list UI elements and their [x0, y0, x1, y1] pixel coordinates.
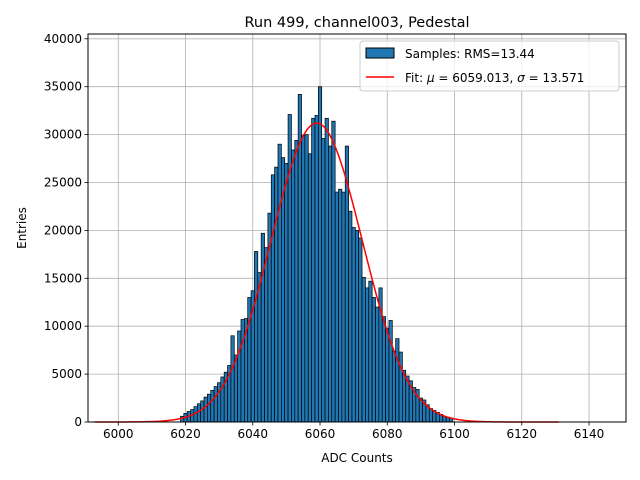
histogram-bar — [314, 115, 319, 423]
histogram-bar — [368, 280, 373, 423]
histogram-bar — [391, 350, 397, 423]
histogram-bar — [304, 134, 309, 423]
y-tick-label: 15000 — [44, 271, 82, 285]
histogram-bar — [274, 166, 279, 423]
fit-sigma-symbol: σ — [517, 71, 525, 85]
histogram-bar — [328, 145, 333, 423]
histogram-bar — [240, 319, 245, 423]
histogram-bar — [354, 230, 360, 423]
histogram-bar — [237, 330, 242, 423]
histogram-bar — [213, 386, 218, 423]
x-axis-label: ADC Counts — [321, 451, 393, 465]
histogram-bar — [230, 335, 235, 423]
y-tick-label: 35000 — [44, 80, 82, 94]
fit-label-prefix: Fit: — [405, 71, 427, 85]
fit-sigma-value: = 13.571 — [525, 71, 585, 85]
histogram-bar — [233, 354, 238, 423]
x-tick-label: 6100 — [439, 427, 470, 441]
histogram-bar — [311, 117, 316, 423]
legend: Samples: RMS=13.44 Fit: μ = 6059.013, σ … — [359, 40, 620, 92]
x-tick-label: 6000 — [103, 427, 134, 441]
histogram-bar — [385, 327, 390, 423]
histogram-bars — [180, 86, 454, 423]
y-tick-label: 30000 — [44, 128, 82, 142]
histogram-bar — [200, 400, 205, 423]
chart-title: Run 499, channel003, Pedestal — [244, 15, 469, 31]
histogram-bar — [203, 396, 208, 423]
histogram-bar — [270, 174, 275, 423]
legend-label-fit: Fit: μ = 6059.013, σ = 13.571 — [405, 71, 584, 85]
histogram-bar — [361, 276, 366, 423]
histogram-bar — [284, 162, 289, 423]
y-axis-ticks: 0 5000 10000 15000 20000 25000 30000 35000 40000 — [44, 32, 88, 429]
histogram-bar — [388, 320, 393, 423]
histogram-bar — [381, 316, 386, 423]
y-tick-label: 0 — [74, 415, 82, 429]
histogram-bar — [291, 149, 296, 423]
histogram-bar — [395, 338, 400, 423]
histogram-bar — [324, 117, 329, 423]
histogram-bar — [365, 287, 370, 423]
histogram-bar — [287, 114, 292, 423]
plot-frame — [87, 33, 627, 423]
legend-box — [359, 40, 620, 92]
y-tick-label: 40000 — [44, 32, 82, 46]
histogram-bar — [277, 143, 282, 423]
histogram-bar — [307, 153, 312, 423]
y-tick-label: 25000 — [44, 175, 82, 189]
histogram-bar — [348, 210, 353, 423]
histogram-bar — [334, 191, 339, 423]
histogram-bar — [338, 188, 343, 423]
histogram-bar — [358, 237, 363, 423]
histogram-bar — [301, 135, 306, 423]
histogram-bar — [196, 403, 201, 423]
histogram-bar — [294, 139, 299, 423]
fit-mu-value: = 6059.013, — [435, 71, 518, 85]
fit-mu-symbol: μ — [426, 71, 435, 85]
y-tick-label: 5000 — [51, 367, 82, 381]
histogram-bar — [257, 272, 262, 423]
histogram-bar — [264, 247, 269, 423]
y-axis-label: Entries — [15, 207, 29, 249]
histogram-bar — [341, 191, 346, 423]
x-tick-label: 6060 — [305, 427, 336, 441]
y-tick-label: 20000 — [44, 223, 82, 237]
histogram-bar — [254, 251, 259, 423]
legend-swatch-samples — [365, 47, 395, 59]
histogram-bar — [371, 297, 376, 423]
histogram-bar — [398, 351, 403, 423]
histogram-bar — [207, 393, 212, 423]
x-tick-label: 6080 — [372, 427, 403, 441]
histogram-bar — [317, 86, 323, 423]
histogram-bar — [351, 227, 356, 423]
legend-label-samples: Samples: RMS=13.44 — [405, 47, 535, 61]
histogram-bar — [321, 138, 326, 423]
x-axis-ticks: 6000 6020 6040 6060 6080 6100 6120 6140 — [103, 422, 604, 441]
histogram-bar — [375, 306, 380, 423]
x-tick-label: 6040 — [237, 427, 268, 441]
histogram-bar — [260, 232, 265, 423]
histogram-bar — [210, 390, 215, 423]
x-tick-label: 6020 — [170, 427, 201, 441]
histogram-bar — [331, 120, 336, 423]
x-tick-label: 6140 — [574, 427, 605, 441]
y-tick-label: 10000 — [44, 319, 82, 333]
x-tick-label: 6120 — [506, 427, 537, 441]
